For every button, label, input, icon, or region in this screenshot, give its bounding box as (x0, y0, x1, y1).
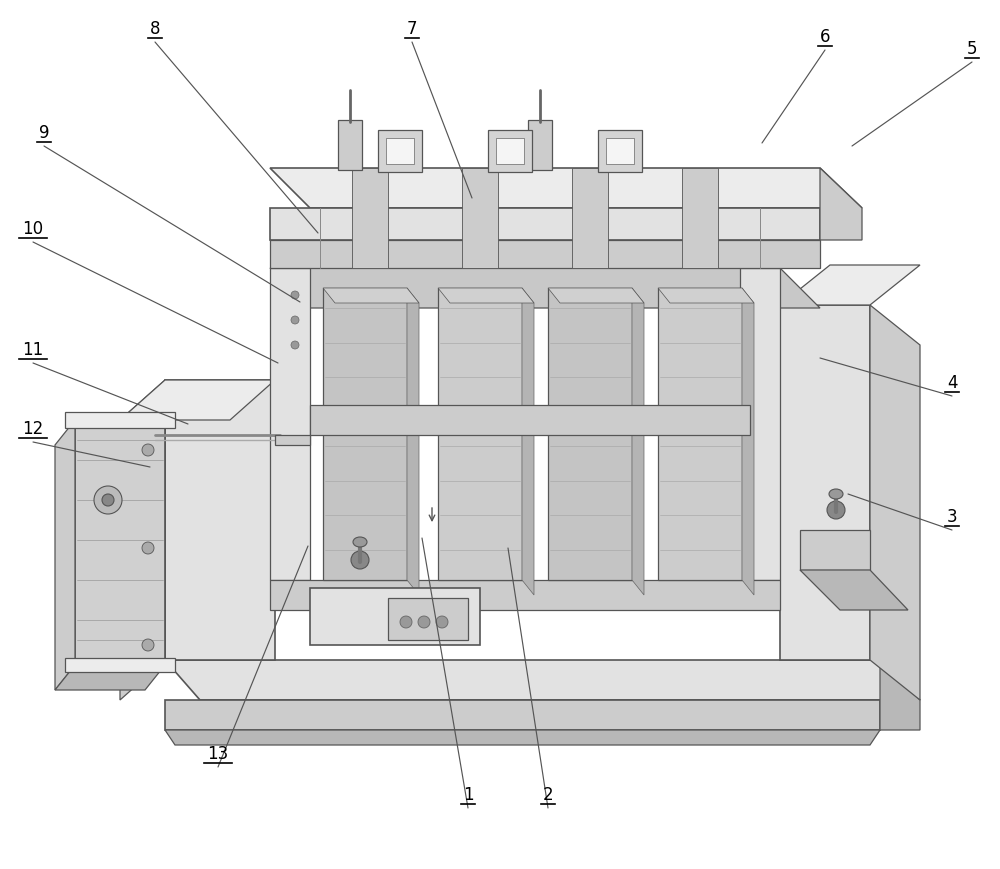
Ellipse shape (829, 489, 843, 499)
Polygon shape (270, 208, 820, 240)
Circle shape (436, 616, 448, 628)
Text: 4: 4 (947, 374, 957, 392)
Polygon shape (270, 168, 862, 208)
Polygon shape (378, 130, 422, 172)
Circle shape (291, 316, 299, 324)
Polygon shape (820, 168, 862, 240)
Polygon shape (740, 268, 780, 580)
Polygon shape (780, 305, 870, 660)
Polygon shape (310, 405, 750, 435)
Polygon shape (310, 588, 480, 645)
Polygon shape (270, 268, 310, 580)
Polygon shape (75, 420, 165, 665)
Circle shape (142, 542, 154, 554)
Text: 1: 1 (463, 786, 473, 804)
Circle shape (400, 616, 412, 628)
Polygon shape (165, 380, 275, 660)
Polygon shape (338, 120, 362, 170)
Polygon shape (352, 168, 388, 268)
Circle shape (291, 341, 299, 349)
Circle shape (291, 291, 299, 299)
Text: 13: 13 (207, 745, 229, 763)
Polygon shape (165, 730, 880, 745)
Polygon shape (270, 240, 820, 268)
Polygon shape (462, 168, 498, 268)
Polygon shape (682, 168, 718, 268)
Polygon shape (165, 700, 880, 730)
Circle shape (102, 494, 114, 506)
Polygon shape (780, 265, 920, 305)
Circle shape (142, 444, 154, 456)
Polygon shape (496, 138, 524, 164)
Polygon shape (120, 380, 275, 420)
Polygon shape (275, 435, 310, 445)
Text: 7: 7 (407, 20, 417, 38)
Circle shape (351, 551, 369, 569)
Polygon shape (270, 268, 820, 308)
Polygon shape (65, 658, 175, 672)
Polygon shape (323, 288, 419, 303)
Polygon shape (65, 412, 175, 428)
Polygon shape (55, 420, 75, 690)
Polygon shape (522, 288, 534, 595)
Polygon shape (606, 138, 634, 164)
Polygon shape (632, 288, 644, 595)
Text: 2: 2 (543, 786, 553, 804)
Polygon shape (438, 288, 522, 580)
Polygon shape (658, 288, 742, 580)
Polygon shape (800, 570, 908, 610)
Polygon shape (438, 288, 534, 303)
Polygon shape (270, 580, 780, 610)
Polygon shape (800, 530, 870, 570)
Text: 10: 10 (22, 220, 44, 238)
Polygon shape (880, 660, 920, 730)
Polygon shape (870, 305, 920, 700)
Text: 5: 5 (967, 40, 977, 58)
Polygon shape (488, 130, 532, 172)
Polygon shape (165, 660, 920, 700)
Polygon shape (120, 380, 165, 700)
Polygon shape (548, 288, 632, 580)
Circle shape (418, 616, 430, 628)
Text: 8: 8 (150, 20, 160, 38)
Text: 12: 12 (22, 420, 44, 438)
Polygon shape (528, 120, 552, 170)
Polygon shape (658, 288, 754, 303)
Polygon shape (386, 138, 414, 164)
Polygon shape (323, 288, 407, 580)
Text: 9: 9 (39, 124, 49, 142)
Polygon shape (572, 168, 608, 268)
Polygon shape (55, 665, 165, 690)
Polygon shape (407, 288, 419, 595)
Polygon shape (548, 288, 644, 303)
Polygon shape (742, 288, 754, 595)
Circle shape (94, 486, 122, 514)
Polygon shape (598, 130, 642, 172)
Text: 11: 11 (22, 341, 44, 359)
Text: 6: 6 (820, 28, 830, 46)
Text: 3: 3 (947, 508, 957, 526)
Circle shape (827, 501, 845, 519)
Polygon shape (388, 598, 468, 640)
Ellipse shape (353, 537, 367, 547)
Circle shape (142, 639, 154, 651)
